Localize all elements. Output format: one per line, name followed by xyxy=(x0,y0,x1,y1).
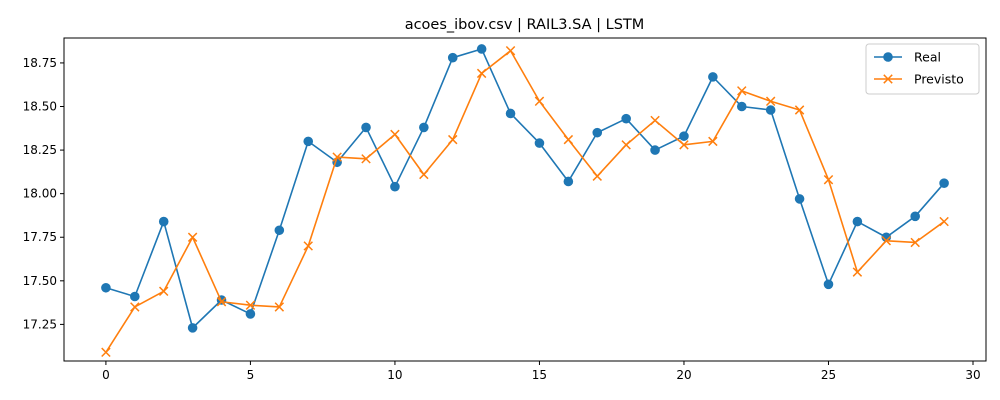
x-tick-label: 5 xyxy=(247,368,255,382)
x-tick-label: 30 xyxy=(965,368,980,382)
axes: 0 5 10 15 20 25 30 17.25 17.50 17.75 18.00 18.25 18.… xyxy=(23,37,987,382)
data-point xyxy=(823,174,834,185)
x-tick-label: 15 xyxy=(532,368,547,382)
x-tick-label: 0 xyxy=(102,368,110,382)
data-point xyxy=(390,181,400,192)
series-layer xyxy=(101,44,949,358)
data-point xyxy=(939,216,949,227)
series-line xyxy=(105,49,945,353)
data-point xyxy=(390,129,400,140)
series-previsto xyxy=(101,45,949,358)
data-point xyxy=(823,279,834,290)
data-point xyxy=(881,235,892,246)
data-point xyxy=(216,297,227,307)
legend-label: Previsto xyxy=(914,72,964,87)
data-point xyxy=(765,105,776,115)
data-point xyxy=(130,302,140,312)
data-point xyxy=(621,140,631,150)
x-tick-label: 10 xyxy=(387,368,402,382)
data-point xyxy=(101,282,111,293)
data-point xyxy=(621,113,631,124)
data-point xyxy=(736,101,747,112)
data-point xyxy=(794,194,805,204)
data-point xyxy=(419,122,429,133)
data-point xyxy=(563,134,574,145)
data-point xyxy=(187,323,198,333)
data-point xyxy=(448,134,458,145)
data-point xyxy=(794,105,805,115)
data-point xyxy=(303,241,313,251)
data-point xyxy=(852,216,863,227)
y-tick-label: 17.75 xyxy=(23,230,57,244)
y-tick-label: 17.25 xyxy=(23,317,57,331)
data-point xyxy=(939,178,949,189)
data-point xyxy=(592,171,602,181)
data-point xyxy=(101,347,111,358)
data-point xyxy=(505,45,516,56)
data-point xyxy=(447,52,458,63)
series-line xyxy=(105,48,945,329)
data-point xyxy=(708,136,718,147)
x-tick-label: 25 xyxy=(821,368,836,382)
data-point xyxy=(534,96,545,107)
y-tick-label: 17.50 xyxy=(23,274,57,288)
data-point xyxy=(505,108,516,119)
legend-marker xyxy=(883,74,893,84)
data-point xyxy=(332,152,342,162)
data-point xyxy=(130,291,140,302)
legend: Real Previsto xyxy=(865,43,980,95)
data-point xyxy=(476,68,487,79)
series-real xyxy=(101,44,949,333)
data-point xyxy=(361,122,371,133)
data-point xyxy=(765,96,776,107)
data-point xyxy=(303,136,314,147)
data-point xyxy=(852,267,863,277)
data-point xyxy=(679,131,689,141)
x-tick-label: 20 xyxy=(676,368,691,382)
data-point xyxy=(910,211,920,222)
data-point xyxy=(534,138,545,148)
data-point xyxy=(592,127,603,138)
legend-marker xyxy=(883,52,893,62)
data-point xyxy=(245,300,256,310)
y-tick-label: 18.50 xyxy=(23,100,57,114)
data-point xyxy=(187,232,198,242)
y-tick-label: 18.00 xyxy=(23,187,57,201)
data-point xyxy=(708,72,718,82)
data-point xyxy=(158,216,169,227)
data-point xyxy=(650,145,660,155)
data-point xyxy=(419,169,429,180)
data-point xyxy=(737,86,747,96)
data-point xyxy=(679,140,689,150)
data-point xyxy=(563,176,574,187)
data-point xyxy=(158,286,169,297)
data-point xyxy=(274,225,285,236)
data-point xyxy=(476,44,487,54)
data-point xyxy=(650,115,660,126)
y-tick-label: 18.25 xyxy=(23,143,57,157)
data-point xyxy=(274,302,285,312)
legend-label: Real xyxy=(914,50,941,65)
data-point xyxy=(245,309,256,319)
chart-title: acoes_ibov.csv | RAIL3.SA | LSTM xyxy=(405,17,645,33)
data-point xyxy=(361,154,371,164)
plot-frame xyxy=(63,37,987,362)
y-tick-label: 18.75 xyxy=(23,56,57,70)
data-point xyxy=(910,237,920,248)
